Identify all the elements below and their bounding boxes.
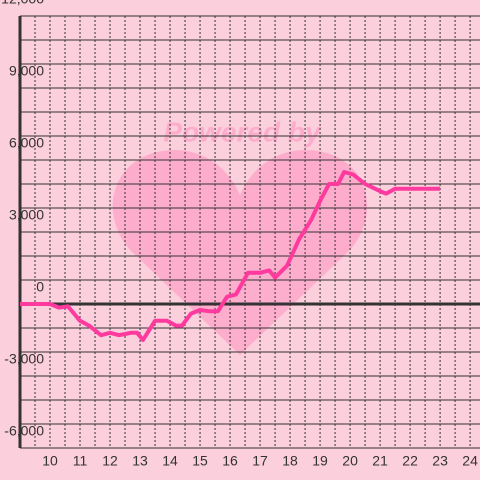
y-tick-label: 6,000 — [9, 135, 44, 151]
watermark-text: Powered by — [163, 116, 322, 147]
x-tick-label: 17 — [252, 453, 268, 469]
x-tick-label: 23 — [432, 453, 448, 469]
x-tick-label: 11 — [73, 453, 88, 469]
x-tick-label: 18 — [282, 453, 298, 469]
x-tick-label: 12 — [102, 453, 118, 469]
y-tick-label: 9,000 — [9, 63, 44, 79]
x-tick-label: 16 — [222, 453, 238, 469]
x-tick-label: 14 — [162, 453, 178, 469]
x-tick-label: 15 — [192, 453, 208, 469]
y-tick-label: 3,000 — [9, 207, 44, 223]
y-tick-label: -6,000 — [4, 423, 44, 439]
watermark: Powered by — [112, 116, 368, 355]
x-tick-label: 20 — [342, 453, 358, 469]
x-tick-label: 21 — [372, 453, 388, 469]
y-tick-label: 12,000 — [1, 0, 44, 7]
x-tick-label: 19 — [312, 453, 328, 469]
x-tick-label: 10 — [42, 453, 58, 469]
line — [20, 170, 441, 342]
y-tick-label: 0 — [36, 279, 44, 295]
x-tick-label: 24 — [462, 453, 478, 469]
y-tick-label: -3,000 — [4, 351, 44, 367]
x-tick-label: 22 — [402, 453, 418, 469]
x-tick-label: 13 — [132, 453, 148, 469]
